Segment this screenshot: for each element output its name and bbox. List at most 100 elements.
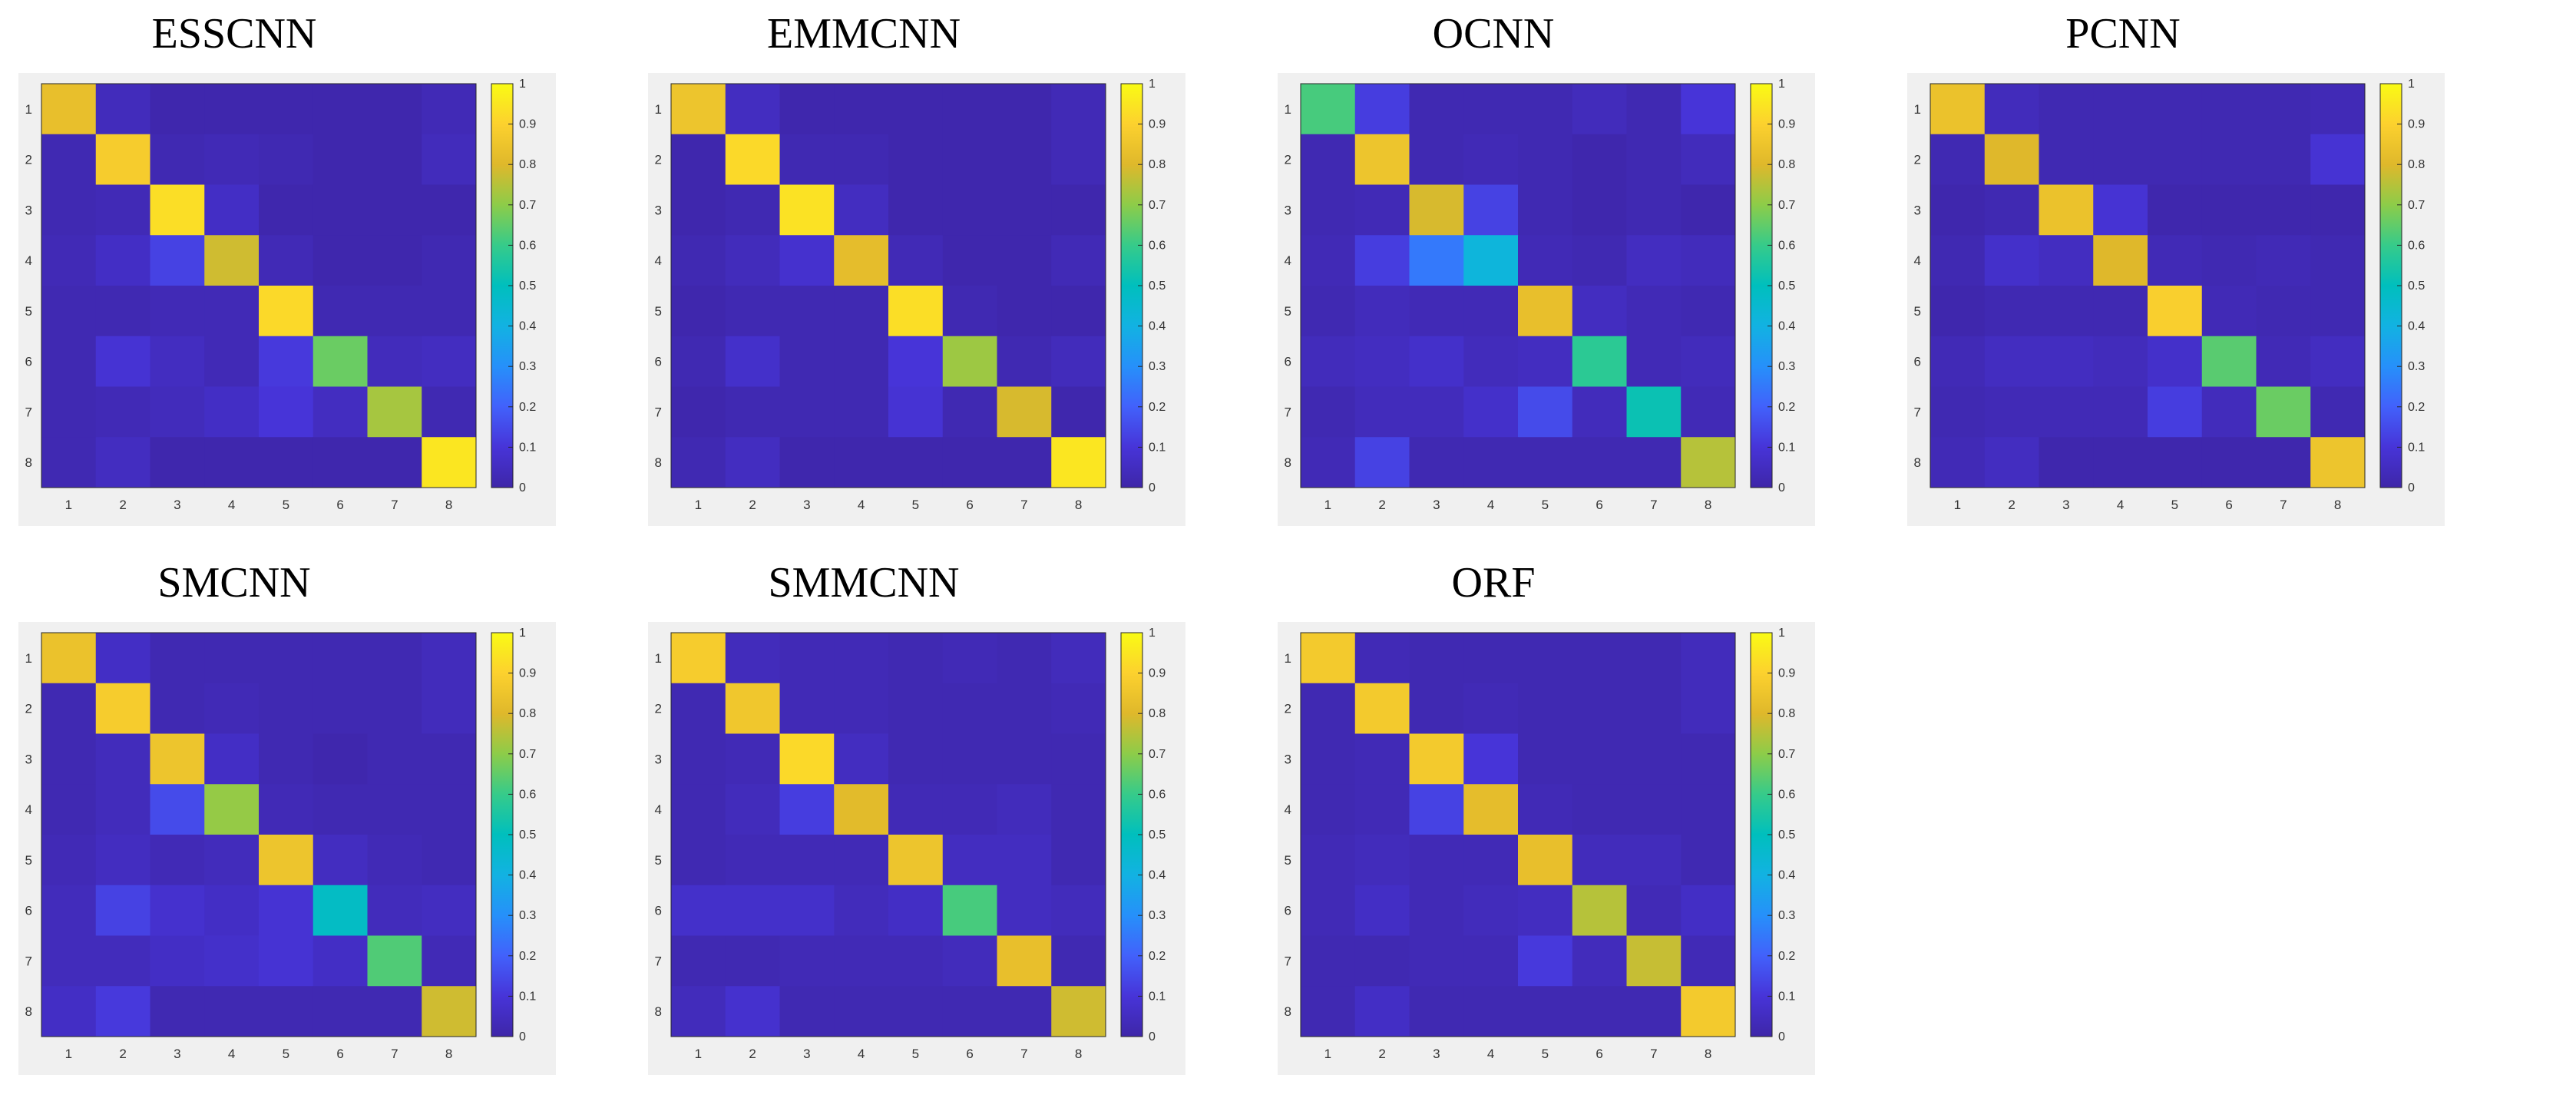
cell-r6-c3: [150, 336, 205, 387]
cell-r4-c1: [1930, 235, 1986, 286]
cell-r4-c1: [1301, 235, 1356, 286]
cell-r8-c1: [41, 437, 97, 488]
cell-r1-c1: [671, 84, 726, 135]
x-tick-label: 4: [858, 498, 865, 512]
x-tick-label: 5: [1542, 498, 1549, 512]
cell-r3-c3: [1409, 733, 1464, 785]
x-tick-label: 6: [336, 1047, 343, 1061]
cell-r1-c3: [150, 84, 205, 135]
cell-r6-c4: [2093, 336, 2148, 387]
x-tick-label: 1: [65, 1047, 72, 1061]
colorbar-tick-label: 0.1: [1149, 990, 1166, 1003]
colorbar-tick-label: 0.1: [2408, 441, 2425, 454]
cell-r5-c6: [942, 835, 997, 886]
cell-r8-c7: [1626, 986, 1682, 1037]
colorbar-tick-label: 0: [1778, 1030, 1785, 1043]
x-tick-label: 4: [1487, 1047, 1494, 1061]
y-tick-label: 4: [1285, 253, 1291, 268]
colorbar-tick-label: 0.3: [1149, 909, 1166, 922]
cell-r2-c3: [779, 134, 835, 185]
cell-r1-c8: [422, 84, 477, 135]
cell-r1-c3: [1409, 84, 1464, 135]
heatmap-smmcnn: 1 2 3 4 5 6 7 8 1 2 3 4 5 6 7 8 0 0.1 0.2 0.3 0.4 0.5 0.6 0.7 0.…: [655, 627, 1166, 1061]
cell-r8-c1: [1301, 437, 1356, 488]
cell-r6-c8: [1051, 885, 1106, 936]
cell-r1-c3: [779, 633, 835, 684]
cell-r2-c1: [1930, 134, 1986, 185]
cell-r6-c7: [997, 885, 1052, 936]
x-tick-label: 7: [1020, 498, 1027, 512]
x-tick-label: 3: [1433, 498, 1440, 512]
y-tick-label: 6: [25, 904, 32, 918]
cell-r1-c6: [1572, 84, 1627, 135]
cell-r4-c4: [204, 235, 260, 286]
heatmap-smcnn: 1 2 3 4 5 6 7 8 1 2 3 4 5 6 7 8 0 0.1 0.2 0.3 0.4 0.5 0.6 0.7 0.…: [25, 627, 537, 1061]
x-tick-label: 1: [65, 498, 72, 512]
cell-r4-c6: [942, 784, 997, 835]
cell-r3-c7: [367, 733, 422, 785]
colorbar-tick-label: 0.1: [519, 990, 536, 1003]
cell-r5-c1: [41, 835, 97, 886]
cell-r6-c3: [1409, 885, 1464, 936]
heatmap-ocnn: 1 2 3 4 5 6 7 8 1 2 3 4 5 6 7 8 0 0.1 0.2 0.3 0.4 0.5 0.6 0.7 0.…: [1285, 78, 1796, 512]
cell-r5-c2: [95, 286, 150, 337]
cell-r1-c5: [2148, 84, 2203, 135]
y-tick-label: 3: [655, 752, 662, 766]
cell-r1-c4: [834, 84, 889, 135]
cell-r7-c7: [1626, 386, 1682, 438]
y-tick-label: 5: [1914, 304, 1921, 319]
cell-r4-c3: [150, 784, 205, 835]
colorbar-tick-label: 0.4: [1778, 320, 1795, 333]
colorbar-tick-label: 0.6: [1778, 239, 1795, 252]
cell-r7-c8: [1681, 935, 1736, 987]
y-tick-label: 8: [1285, 455, 1291, 470]
y-tick-label: 4: [1914, 253, 1921, 268]
cell-r3-c8: [1051, 184, 1106, 236]
cell-r8-c3: [779, 437, 835, 488]
cell-r7-c2: [1984, 386, 2039, 438]
cell-r5-c7: [367, 286, 422, 337]
cell-r4-c3: [1409, 235, 1464, 286]
cell-r8-c6: [942, 986, 997, 1037]
y-tick-label: 7: [1285, 954, 1291, 968]
colorbar-tick-label: 0.5: [1778, 828, 1795, 842]
x-tick-label: 8: [2334, 498, 2341, 512]
cell-r2-c4: [1463, 134, 1519, 185]
cell-r2-c2: [95, 683, 150, 734]
cell-r8-c7: [997, 986, 1052, 1037]
colorbar-tick-label: 0.3: [519, 909, 536, 922]
cell-r5-c7: [997, 835, 1052, 886]
cell-r4-c5: [259, 235, 314, 286]
cell-r4-c1: [671, 235, 726, 286]
colorbar-tick-label: 1: [1778, 627, 1785, 640]
cell-r4-c1: [41, 784, 97, 835]
colorbar-tick-label: 1: [1778, 78, 1785, 91]
cell-r8-c8: [1051, 986, 1106, 1037]
cell-r2-c1: [41, 134, 97, 185]
cell-r3-c2: [95, 733, 150, 785]
cell-r1-c6: [942, 633, 997, 684]
cell-r3-c1: [41, 184, 97, 236]
cell-r5-c8: [1681, 835, 1736, 886]
cell-r7-c7: [997, 935, 1052, 987]
cell-r2-c6: [942, 134, 997, 185]
cell-r7-c1: [1930, 386, 1986, 438]
cell-r4-c4: [1463, 784, 1519, 835]
cell-r3-c6: [2201, 184, 2257, 236]
cell-r4-c2: [1354, 235, 1410, 286]
x-tick-label: 1: [1324, 1047, 1331, 1061]
cell-r6-c1: [1930, 336, 1986, 387]
heatmap-pcnn: 1 2 3 4 5 6 7 8 1 2 3 4 5 6 7 8 0 0.1 0.2 0.3 0.4 0.5 0.6 0.7 0.…: [1914, 78, 2426, 512]
cell-r5-c5: [259, 286, 314, 337]
cell-r1-c6: [312, 84, 368, 135]
cell-r3-c8: [2310, 184, 2366, 236]
colorbar-tick-label: 0.3: [1778, 360, 1795, 373]
cell-r3-c5: [888, 733, 944, 785]
cell-r6-c8: [2310, 336, 2366, 387]
cell-r8-c3: [2039, 437, 2094, 488]
cell-r4-c8: [422, 784, 477, 835]
cell-r5-c6: [2201, 286, 2257, 337]
x-tick-label: 6: [966, 498, 973, 512]
cell-r7-c4: [204, 935, 260, 987]
cell-r7-c6: [942, 935, 997, 987]
